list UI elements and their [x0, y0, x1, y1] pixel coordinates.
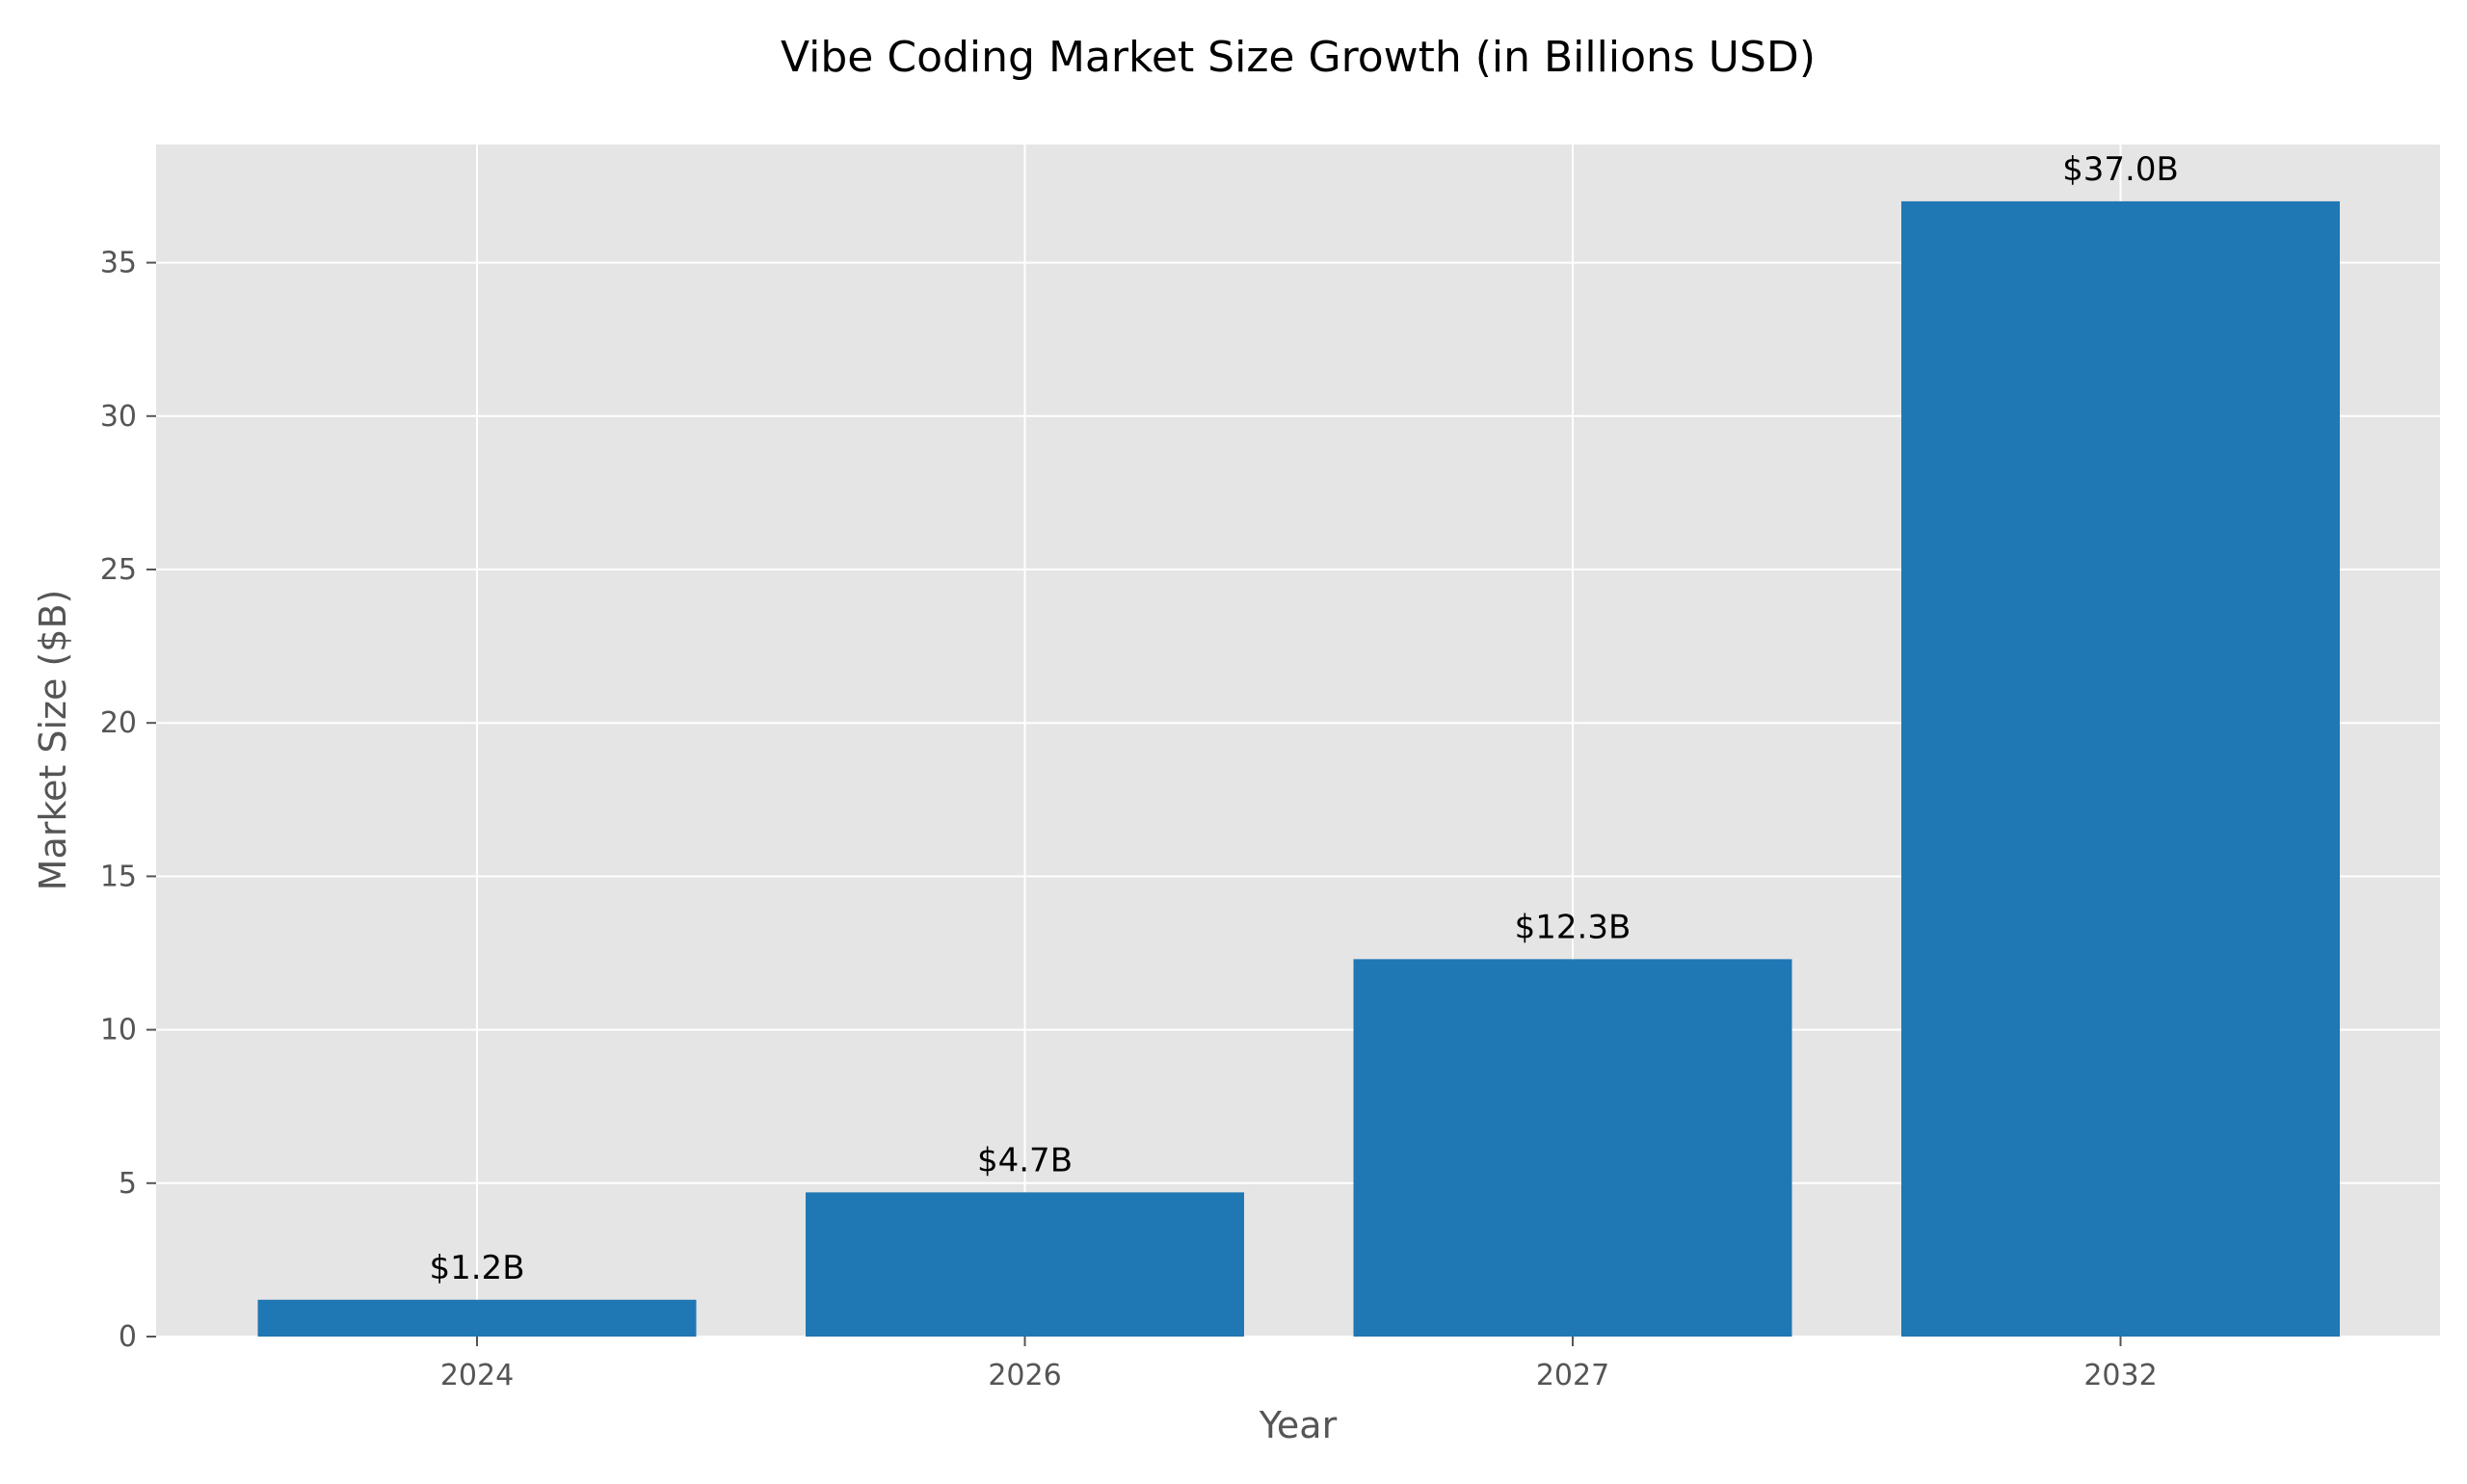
x-axis-label: Year	[1259, 1404, 1338, 1446]
data-label-2027: $12.3B	[1515, 908, 1631, 946]
bars	[257, 200, 2340, 1337]
y-tick-label: 35	[100, 247, 137, 280]
data-label-2032: $37.0B	[2062, 150, 2179, 189]
x-axis-ticks: 2024 2026 2027 2032	[440, 1337, 2158, 1392]
y-tick-label: 25	[100, 553, 137, 587]
y-tick-label: 15	[100, 860, 137, 893]
bar-2024	[257, 1299, 697, 1337]
x-tick-label-2026: 2026	[988, 1359, 1061, 1392]
bar-2026	[806, 1192, 1244, 1337]
y-tick-label: 0	[119, 1320, 137, 1354]
x-tick-label-2027: 2027	[1536, 1359, 1609, 1392]
bar-2027	[1353, 959, 1792, 1337]
y-tick-label: 20	[100, 706, 137, 740]
y-tick-label: 30	[100, 400, 137, 434]
y-axis-label: Market Size ($B)	[32, 590, 74, 891]
chart-title: Vibe Coding Market Size Growth (in Billi…	[781, 33, 1816, 82]
x-tick-label-2032: 2032	[2083, 1359, 2157, 1392]
y-tick-label: 5	[119, 1167, 137, 1201]
y-axis-ticks: 0 5 10 15 20 25 30 35	[100, 247, 156, 1354]
y-tick-label: 10	[100, 1014, 137, 1047]
data-label-2026: $4.7B	[977, 1141, 1073, 1179]
data-label-2024: $1.2B	[429, 1249, 524, 1287]
data-labels: $1.2B $4.7B $12.3B $37.0B	[429, 150, 2178, 1287]
bar-2032	[1901, 200, 2340, 1337]
x-tick-label-2024: 2024	[440, 1359, 514, 1392]
